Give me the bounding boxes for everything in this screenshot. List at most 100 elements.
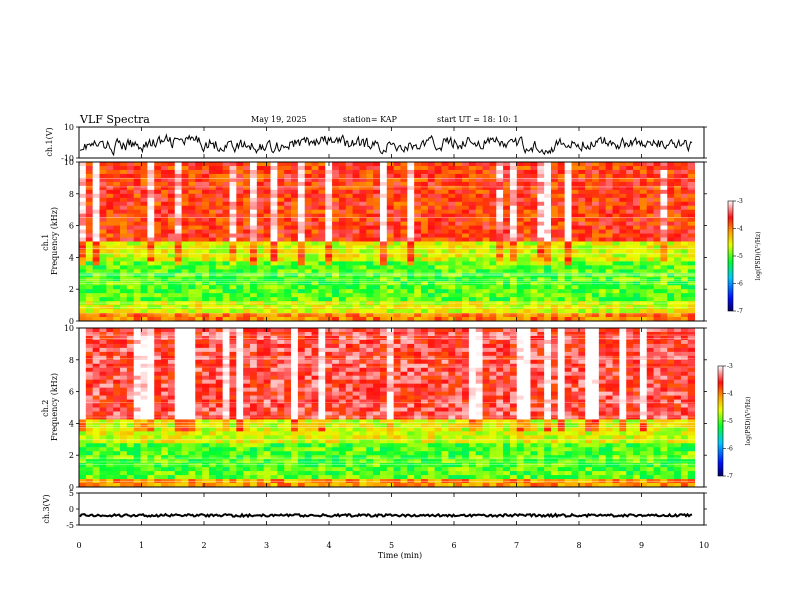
heatmap-cell <box>202 169 210 175</box>
heatmap-cell <box>304 375 312 381</box>
heatmap-cell <box>441 173 449 179</box>
heatmap-cell <box>85 331 94 337</box>
heatmap-cell <box>626 265 634 270</box>
heatmap-cell <box>256 241 265 246</box>
heatmap-cell <box>646 297 654 302</box>
heatmap-cell <box>585 185 593 191</box>
heatmap-cell <box>174 407 182 412</box>
heatmap-cell <box>133 205 141 211</box>
heatmap-cell <box>414 221 422 227</box>
heatmap-cell <box>243 471 251 476</box>
heatmap-cell <box>448 261 456 266</box>
heatmap-cell <box>85 181 94 187</box>
heatmap-cell <box>509 225 518 230</box>
heatmap-cell <box>106 407 114 412</box>
heatmap-cell <box>256 162 265 167</box>
heatmap-cell <box>120 209 128 215</box>
heatmap-cell <box>236 201 244 207</box>
heatmap-cell <box>393 265 401 270</box>
heatmap-cell <box>462 229 470 234</box>
heatmap-cell <box>325 169 333 175</box>
heatmap-cell <box>304 162 312 167</box>
heatmap-cell <box>441 297 449 302</box>
heatmap-cell <box>291 339 299 345</box>
heatmap-cell <box>434 257 442 262</box>
heatmap-cell <box>167 355 176 361</box>
heatmap-cell <box>448 285 456 290</box>
heatmap-cell <box>79 265 87 270</box>
heatmap-cell <box>120 479 128 484</box>
heatmap-cell <box>646 269 654 274</box>
heatmap-cell <box>332 265 340 270</box>
heatmap-cell <box>154 165 162 171</box>
heatmap-cell <box>270 447 278 452</box>
heatmap-cell <box>544 317 552 322</box>
heatmap-cell <box>270 383 278 389</box>
heatmap-cell <box>680 261 689 266</box>
heatmap-cell <box>667 309 675 314</box>
heatmap-cell <box>188 435 196 440</box>
heatmap-cell <box>120 383 128 389</box>
heatmap-cell <box>592 269 600 274</box>
heatmap-cell <box>133 435 141 440</box>
heatmap-cell <box>598 162 607 167</box>
heatmap-cell <box>345 241 354 246</box>
heatmap-cell <box>291 185 299 191</box>
heatmap-cell <box>250 313 258 318</box>
heatmap-cell <box>407 173 415 179</box>
heatmap-cell <box>229 277 237 282</box>
heatmap-cell <box>482 197 490 203</box>
heatmap-cell <box>284 355 292 361</box>
heatmap-cell <box>400 169 408 175</box>
heatmap-cell <box>154 249 162 254</box>
heatmap-cell <box>202 359 210 365</box>
heatmap-cell <box>393 209 401 215</box>
heatmap-cell <box>660 205 668 211</box>
heatmap-cell <box>366 213 374 219</box>
heatmap-cell <box>373 265 381 270</box>
heatmap-cell <box>229 435 237 440</box>
heatmap-cell <box>222 253 230 258</box>
heatmap-cell <box>379 285 388 290</box>
heatmap-cell <box>523 309 531 314</box>
heatmap-cell <box>393 165 401 171</box>
heatmap-cell <box>441 205 449 211</box>
heatmap-cell <box>284 293 292 298</box>
heatmap-cell <box>181 475 189 480</box>
heatmap-cell <box>174 443 182 448</box>
heatmap-cell <box>79 431 87 436</box>
heatmap-cell <box>92 455 100 460</box>
heatmap-cell <box>687 193 696 199</box>
heatmap-cell <box>208 375 217 381</box>
heatmap-cell <box>468 189 477 195</box>
heatmap-cell <box>544 165 552 171</box>
heatmap-cell <box>215 403 224 408</box>
heatmap-cell <box>400 185 408 191</box>
heatmap-cell <box>263 189 271 195</box>
heatmap-cell <box>99 479 107 484</box>
heatmap-cell <box>359 213 367 219</box>
heatmap-cell <box>126 297 135 302</box>
heatmap-cell <box>407 189 415 195</box>
heatmap-cell <box>174 387 182 393</box>
heatmap-cell <box>85 169 94 175</box>
heatmap-cell <box>434 317 442 322</box>
heatmap-cell <box>674 245 682 250</box>
heatmap-cell <box>509 213 518 219</box>
heatmap-cell <box>147 435 155 440</box>
heatmap-cell <box>202 451 210 456</box>
heatmap-cell <box>92 245 100 250</box>
heatmap-cell <box>304 201 312 207</box>
heatmap-cell <box>284 359 292 365</box>
heatmap-cell <box>680 193 689 199</box>
heatmap-cell <box>222 435 230 440</box>
heatmap-cell <box>208 285 217 290</box>
heatmap-cell <box>277 185 285 191</box>
heatmap-cell <box>297 205 306 211</box>
heatmap-cell <box>605 177 613 183</box>
heatmap-cell <box>489 269 497 274</box>
heatmap-cell <box>222 285 230 290</box>
heatmap-cell <box>161 479 169 484</box>
heatmap-cell <box>482 241 490 246</box>
heatmap-cell <box>530 253 538 258</box>
